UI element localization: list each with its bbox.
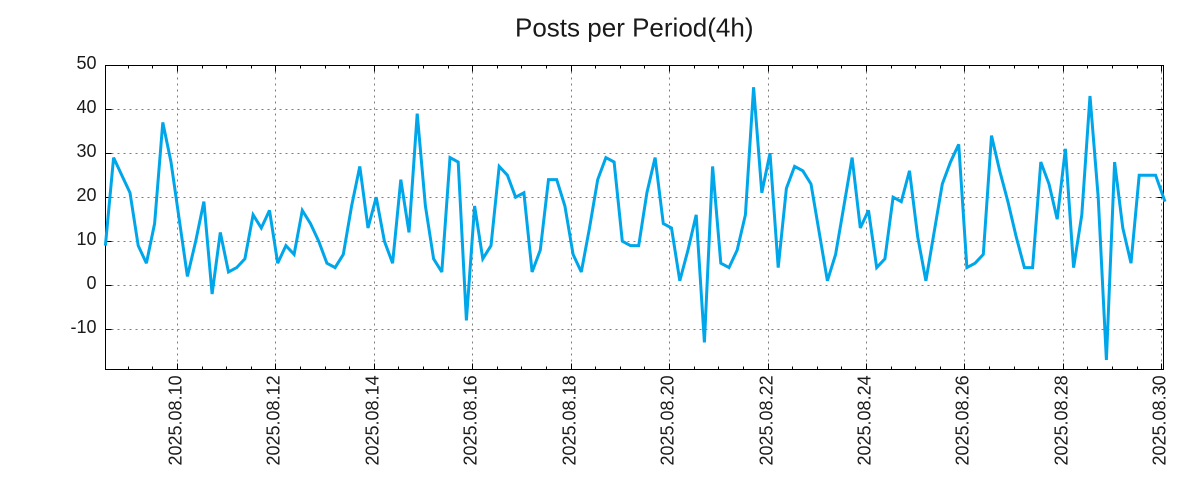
svg-text:2025.08.20: 2025.08.20 (658, 375, 678, 465)
svg-text:0: 0 (86, 273, 96, 293)
svg-text:2025.08.10: 2025.08.10 (166, 375, 186, 465)
svg-text:30: 30 (76, 141, 96, 161)
svg-text:-10: -10 (70, 317, 96, 337)
svg-text:50: 50 (76, 53, 96, 73)
svg-text:Posts per Period(4h): Posts per Period(4h) (515, 13, 754, 43)
svg-text:2025.08.24: 2025.08.24 (855, 375, 875, 465)
svg-text:2025.08.16: 2025.08.16 (461, 375, 481, 465)
svg-text:2025.08.14: 2025.08.14 (363, 375, 383, 465)
svg-text:2025.08.22: 2025.08.22 (757, 375, 777, 465)
svg-text:2025.08.12: 2025.08.12 (264, 375, 284, 465)
svg-text:2025.08.26: 2025.08.26 (953, 375, 973, 465)
svg-text:2025.08.30: 2025.08.30 (1150, 375, 1170, 465)
svg-text:20: 20 (76, 185, 96, 205)
svg-text:2025.08.28: 2025.08.28 (1052, 375, 1072, 465)
svg-text:2025.08.18: 2025.08.18 (560, 375, 580, 465)
svg-text:40: 40 (76, 97, 96, 117)
svg-text:10: 10 (76, 229, 96, 249)
